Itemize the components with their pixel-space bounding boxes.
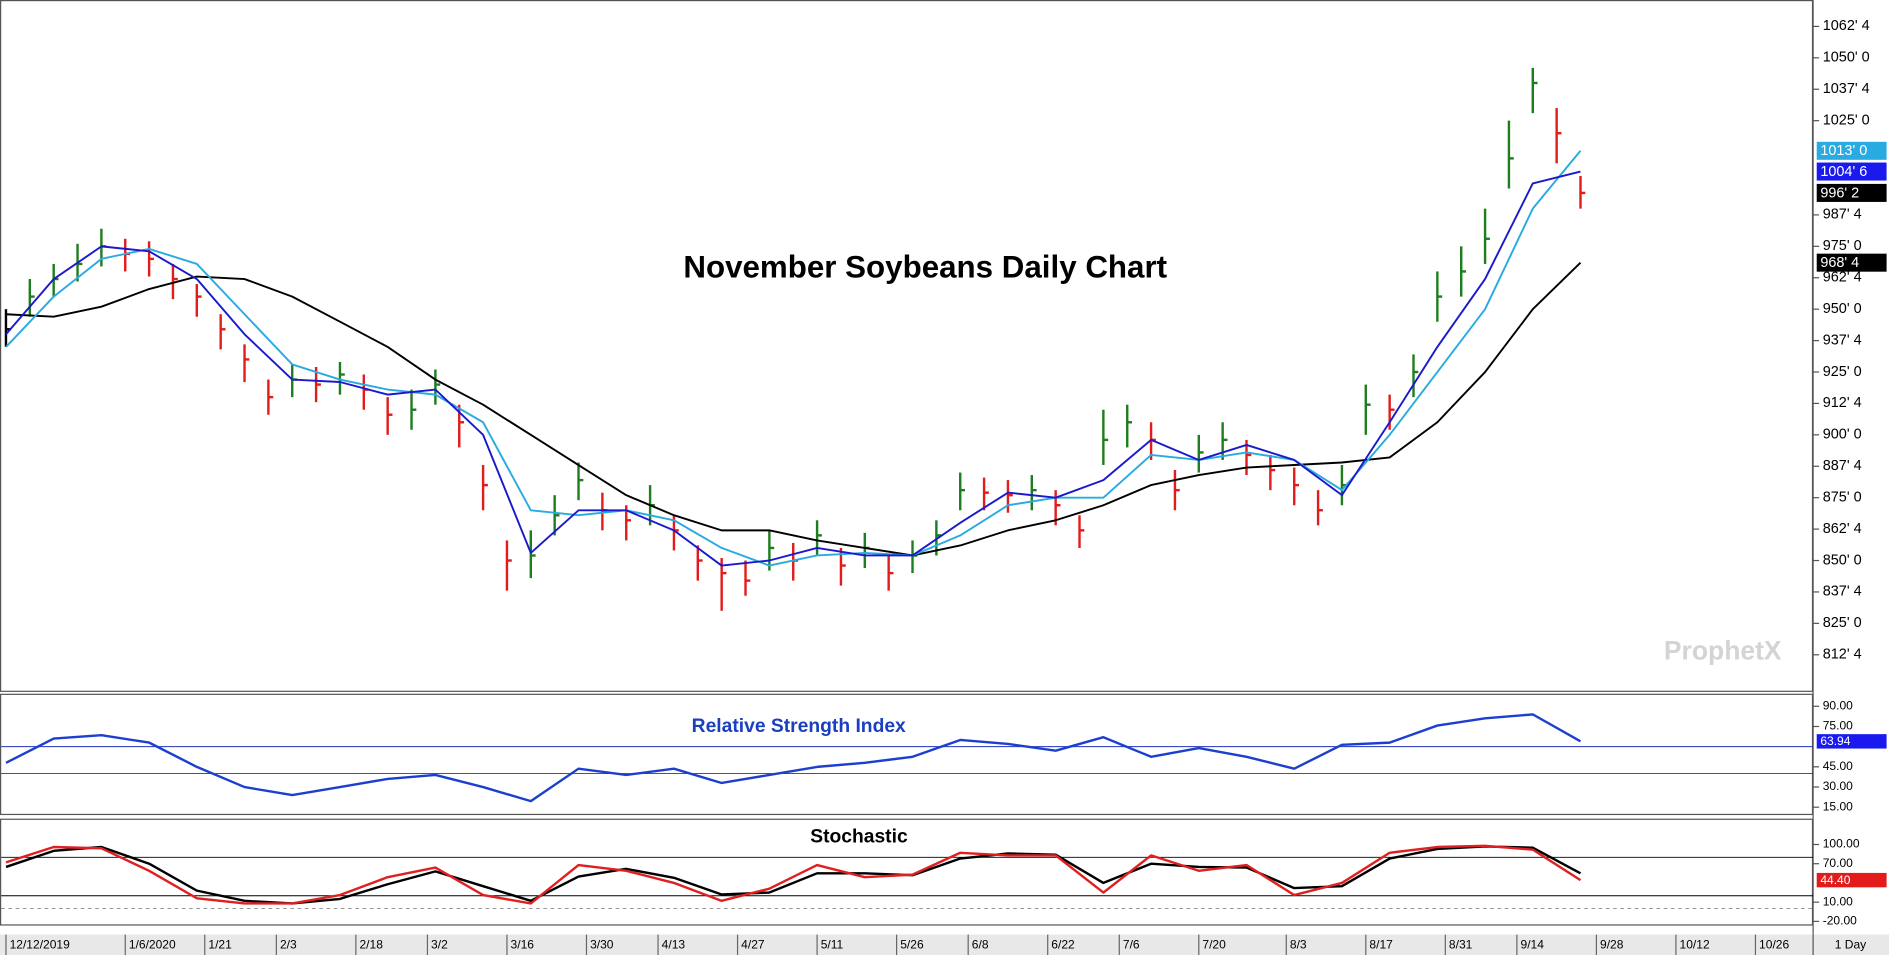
series-line xyxy=(5,262,1582,557)
x-tick-label: 1/21 xyxy=(208,938,232,952)
y-tick-label: 925' 0 xyxy=(1823,364,1862,380)
last-value-label: 1004' 6 xyxy=(1820,164,1867,180)
y-tick-label: 45.00 xyxy=(1823,759,1853,773)
x-tick-label: 10/26 xyxy=(1759,938,1789,952)
x-tick-label: 4/27 xyxy=(741,938,765,952)
x-axis-strip xyxy=(0,934,1814,955)
y-tick-label: 1062' 4 xyxy=(1823,18,1870,34)
last-value-box xyxy=(1816,141,1887,160)
x-tick-label: 7/6 xyxy=(1123,938,1140,952)
panel-title: Stochastic xyxy=(810,826,908,847)
watermark: ProphetX xyxy=(1664,635,1782,665)
x-tick-label: 5/11 xyxy=(821,938,844,952)
series-line xyxy=(5,845,1582,905)
y-tick-label: 850' 0 xyxy=(1823,552,1862,568)
y-tick-label: 950' 0 xyxy=(1823,301,1862,317)
series-line xyxy=(5,170,1581,567)
x-tick-label: 9/28 xyxy=(1600,938,1624,952)
series-line xyxy=(5,713,1582,803)
x-tick-label: 8/17 xyxy=(1369,938,1393,952)
last-value-box xyxy=(1816,183,1887,202)
last-value-box xyxy=(1816,872,1887,888)
last-value-box xyxy=(1816,734,1887,749)
x-tick-label: 2/3 xyxy=(280,938,297,952)
y-tick-label: 825' 0 xyxy=(1823,615,1862,631)
last-value-label: 968' 4 xyxy=(1820,255,1859,271)
last-value-label: 63.94 xyxy=(1820,734,1850,748)
panel-title: Relative Strength Index xyxy=(692,716,906,737)
y-tick-label: 15.00 xyxy=(1823,799,1853,813)
y-tick-label: 90.00 xyxy=(1823,698,1853,712)
x-tick-label: 8/3 xyxy=(1290,938,1307,952)
y-tick-label: 962' 4 xyxy=(1823,270,1862,286)
x-tick-label: 9/14 xyxy=(1520,938,1544,952)
x-tick-label: 7/20 xyxy=(1202,938,1226,952)
y-tick-label: 1025' 0 xyxy=(1823,112,1870,128)
x-tick-label: 8/31 xyxy=(1449,938,1473,952)
y-tick-label: 75.00 xyxy=(1823,719,1853,733)
last-value-label: 44.40 xyxy=(1820,873,1850,887)
period-label: 1 Day xyxy=(1835,938,1866,952)
y-tick-label: 975' 0 xyxy=(1823,238,1862,254)
x-tick-label: 6/8 xyxy=(972,938,989,952)
y-tick-label: 100.00 xyxy=(1823,837,1860,851)
x-tick-label: 5/26 xyxy=(900,938,924,952)
x-tick-label: 4/13 xyxy=(662,938,686,952)
y-tick-label: 862' 4 xyxy=(1823,521,1862,537)
y-tick-label: 900' 0 xyxy=(1823,427,1862,443)
series-line xyxy=(5,150,1582,567)
x-tick-label: 3/30 xyxy=(590,938,614,952)
y-tick-label: 837' 4 xyxy=(1823,584,1862,600)
last-value-box xyxy=(1816,162,1887,181)
y-tick-label: 875' 0 xyxy=(1823,490,1862,506)
x-tick-label: 6/22 xyxy=(1051,938,1075,952)
chart-title: November Soybeans Daily Chart xyxy=(683,249,1167,284)
y-tick-label: 30.00 xyxy=(1823,779,1853,793)
y-tick-label: 812' 4 xyxy=(1823,647,1862,663)
y-tick-label: -20.00 xyxy=(1823,914,1857,928)
y-tick-label: 937' 4 xyxy=(1823,332,1862,348)
series-line xyxy=(5,844,1582,905)
x-tick-label: 12/12/2019 xyxy=(10,938,71,952)
x-tick-label: 2/18 xyxy=(359,938,383,952)
x-tick-label: 10/12 xyxy=(1680,938,1710,952)
x-tick-label: 3/16 xyxy=(511,938,535,952)
x-tick-label: 1/6/2020 xyxy=(129,938,176,952)
y-tick-label: 70.00 xyxy=(1823,856,1853,870)
last-value-label: 1013' 0 xyxy=(1820,143,1867,159)
y-tick-label: 987' 4 xyxy=(1823,207,1862,223)
last-value-box xyxy=(1816,253,1887,272)
y-tick-label: 10.00 xyxy=(1823,894,1853,908)
y-tick-label: 912' 4 xyxy=(1823,395,1862,411)
y-tick-label: 887' 4 xyxy=(1823,458,1862,474)
y-tick-label: 1050' 0 xyxy=(1823,50,1870,66)
y-tick-label: 1037' 4 xyxy=(1823,81,1870,97)
x-tick-label: 3/2 xyxy=(431,938,448,952)
last-value-label: 996' 2 xyxy=(1820,185,1859,201)
period-strip xyxy=(1813,934,1889,955)
